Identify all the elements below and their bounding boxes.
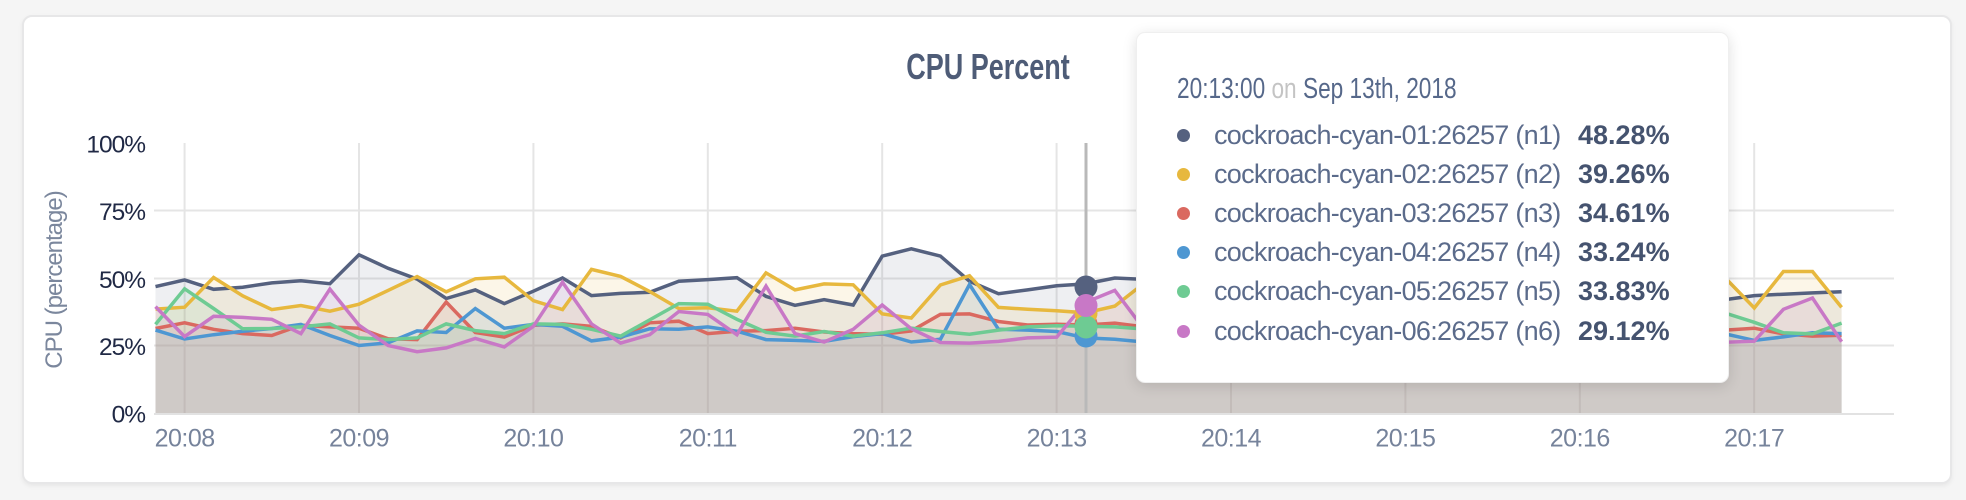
svg-text:20:17: 20:17	[1724, 425, 1784, 453]
svg-text:20:09: 20:09	[329, 425, 389, 453]
svg-text:100%: 100%	[86, 132, 145, 159]
svg-text:0%: 0%	[112, 402, 146, 429]
svg-text:50%: 50%	[99, 267, 145, 294]
svg-text:20:11: 20:11	[679, 425, 737, 453]
svg-text:25%: 25%	[99, 334, 145, 361]
svg-text:20:13: 20:13	[1027, 425, 1087, 453]
svg-text:CPU (percentage): CPU (percentage)	[41, 191, 68, 368]
svg-text:20:15: 20:15	[1375, 425, 1435, 453]
svg-text:20:12: 20:12	[852, 425, 912, 453]
svg-text:20:14: 20:14	[1201, 425, 1262, 453]
svg-text:20:10: 20:10	[503, 425, 563, 453]
svg-text:20:16: 20:16	[1550, 425, 1610, 453]
svg-text:20:08: 20:08	[155, 425, 215, 453]
svg-text:75%: 75%	[99, 199, 145, 226]
